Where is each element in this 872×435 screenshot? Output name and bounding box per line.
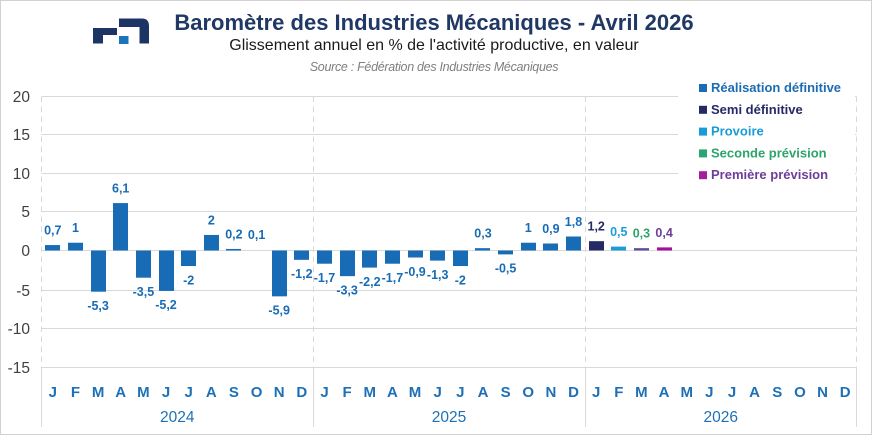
svg-text:0,5: 0,5: [610, 225, 627, 239]
svg-text:0,4: 0,4: [655, 226, 672, 240]
svg-text:-0,5: -0,5: [495, 262, 517, 276]
svg-text:2025: 2025: [432, 409, 466, 426]
svg-text:J: J: [320, 384, 328, 401]
svg-text:Semi définitive: Semi définitive: [711, 102, 803, 117]
svg-text:A: A: [659, 384, 670, 401]
svg-text:F: F: [71, 384, 80, 401]
svg-text:6,1: 6,1: [112, 182, 129, 196]
svg-text:2024: 2024: [160, 409, 195, 426]
svg-text:-2: -2: [183, 273, 194, 287]
svg-text:D: D: [840, 384, 851, 401]
svg-text:1,8: 1,8: [565, 215, 582, 229]
svg-text:N: N: [545, 384, 556, 401]
svg-text:10: 10: [13, 166, 31, 183]
svg-text:A: A: [115, 384, 126, 401]
svg-text:15: 15: [13, 127, 30, 144]
svg-text:M: M: [409, 384, 422, 401]
svg-text:2026: 2026: [703, 409, 737, 426]
svg-text:0,9: 0,9: [542, 222, 559, 236]
svg-text:F: F: [614, 384, 623, 401]
svg-text:-5,9: -5,9: [268, 304, 290, 318]
svg-text:N: N: [817, 384, 828, 401]
svg-text:M: M: [635, 384, 648, 401]
svg-text:A: A: [206, 384, 217, 401]
svg-text:2: 2: [208, 214, 215, 228]
svg-text:0,2: 0,2: [225, 227, 242, 241]
svg-text:-10: -10: [8, 321, 31, 338]
svg-text:O: O: [794, 384, 806, 401]
svg-text:-0,9: -0,9: [404, 265, 426, 279]
svg-text:-1,7: -1,7: [314, 271, 336, 285]
svg-text:-1,2: -1,2: [291, 267, 313, 281]
svg-text:J: J: [49, 384, 57, 401]
svg-text:0: 0: [21, 243, 30, 260]
svg-text:M: M: [137, 384, 150, 401]
svg-text:A: A: [478, 384, 489, 401]
svg-text:J: J: [185, 384, 193, 401]
svg-text:-1,3: -1,3: [427, 268, 449, 282]
svg-text:1: 1: [525, 221, 532, 235]
svg-text:S: S: [772, 384, 782, 401]
svg-text:O: O: [251, 384, 263, 401]
svg-text:-5,3: -5,3: [87, 299, 109, 313]
svg-text:J: J: [705, 384, 713, 401]
svg-text:-15: -15: [8, 360, 30, 377]
svg-text:Provoire: Provoire: [711, 124, 764, 139]
svg-text:-3,3: -3,3: [336, 283, 358, 297]
svg-text:S: S: [229, 384, 239, 401]
svg-text:1: 1: [72, 221, 79, 235]
svg-text:O: O: [522, 384, 534, 401]
svg-text:-1,7: -1,7: [382, 271, 404, 285]
svg-text:D: D: [296, 384, 307, 401]
svg-text:-3,5: -3,5: [133, 285, 155, 299]
svg-text:M: M: [680, 384, 693, 401]
svg-text:J: J: [592, 384, 600, 401]
svg-text:J: J: [728, 384, 736, 401]
svg-text:0,3: 0,3: [474, 227, 491, 241]
svg-text:5: 5: [21, 204, 30, 221]
svg-text:0,1: 0,1: [248, 228, 265, 242]
svg-text:J: J: [162, 384, 170, 401]
svg-text:Réalisation définitive: Réalisation définitive: [711, 80, 841, 95]
svg-text:M: M: [92, 384, 105, 401]
svg-text:J: J: [456, 384, 464, 401]
svg-text:-2,2: -2,2: [359, 275, 381, 289]
svg-text:J: J: [434, 384, 442, 401]
svg-text:0,3: 0,3: [633, 227, 650, 241]
svg-text:S: S: [501, 384, 511, 401]
svg-text:1,2: 1,2: [588, 220, 605, 234]
svg-text:D: D: [568, 384, 579, 401]
svg-text:-5: -5: [16, 283, 30, 300]
svg-text:N: N: [274, 384, 285, 401]
svg-text:Seconde prévision: Seconde prévision: [711, 145, 827, 160]
svg-text:F: F: [343, 384, 352, 401]
svg-text:-2: -2: [455, 273, 466, 287]
svg-text:Première prévision: Première prévision: [711, 167, 828, 182]
svg-text:-5,2: -5,2: [155, 298, 177, 312]
svg-text:20: 20: [13, 89, 31, 106]
svg-text:A: A: [749, 384, 760, 401]
svg-text:M: M: [364, 384, 377, 401]
svg-text:A: A: [387, 384, 398, 401]
svg-text:0,7: 0,7: [44, 224, 61, 238]
